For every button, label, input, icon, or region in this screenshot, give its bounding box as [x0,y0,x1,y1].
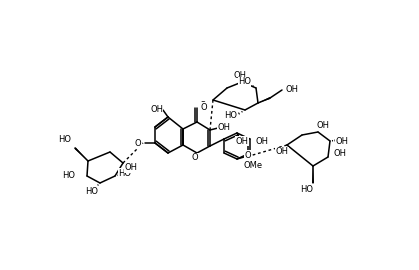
Text: O: O [201,103,207,112]
Polygon shape [74,147,88,161]
Text: O: O [134,139,141,147]
Text: OH: OH [235,137,248,146]
Polygon shape [312,166,314,183]
Text: OH: OH [150,106,163,114]
Text: O: O [200,102,206,110]
Text: HO: HO [58,136,71,144]
Text: OH: OH [233,70,246,79]
Text: HO: HO [224,110,237,120]
Text: O: O [191,154,198,163]
Text: OH: OH [124,164,137,173]
Text: HO: HO [119,168,132,177]
Text: HO: HO [62,171,75,181]
Text: OH: OH [334,150,347,158]
Text: OMe: OMe [243,160,263,170]
Polygon shape [258,97,270,103]
Text: HO: HO [300,185,313,194]
Text: OH: OH [336,137,349,146]
Text: OH: OH [316,122,329,130]
Text: OH: OH [255,137,268,146]
Text: O: O [245,150,251,160]
Text: OH: OH [217,123,230,131]
Text: OH: OH [285,86,298,94]
Text: HO: HO [238,77,251,86]
Text: OH: OH [276,147,289,157]
Text: HO: HO [85,187,98,195]
